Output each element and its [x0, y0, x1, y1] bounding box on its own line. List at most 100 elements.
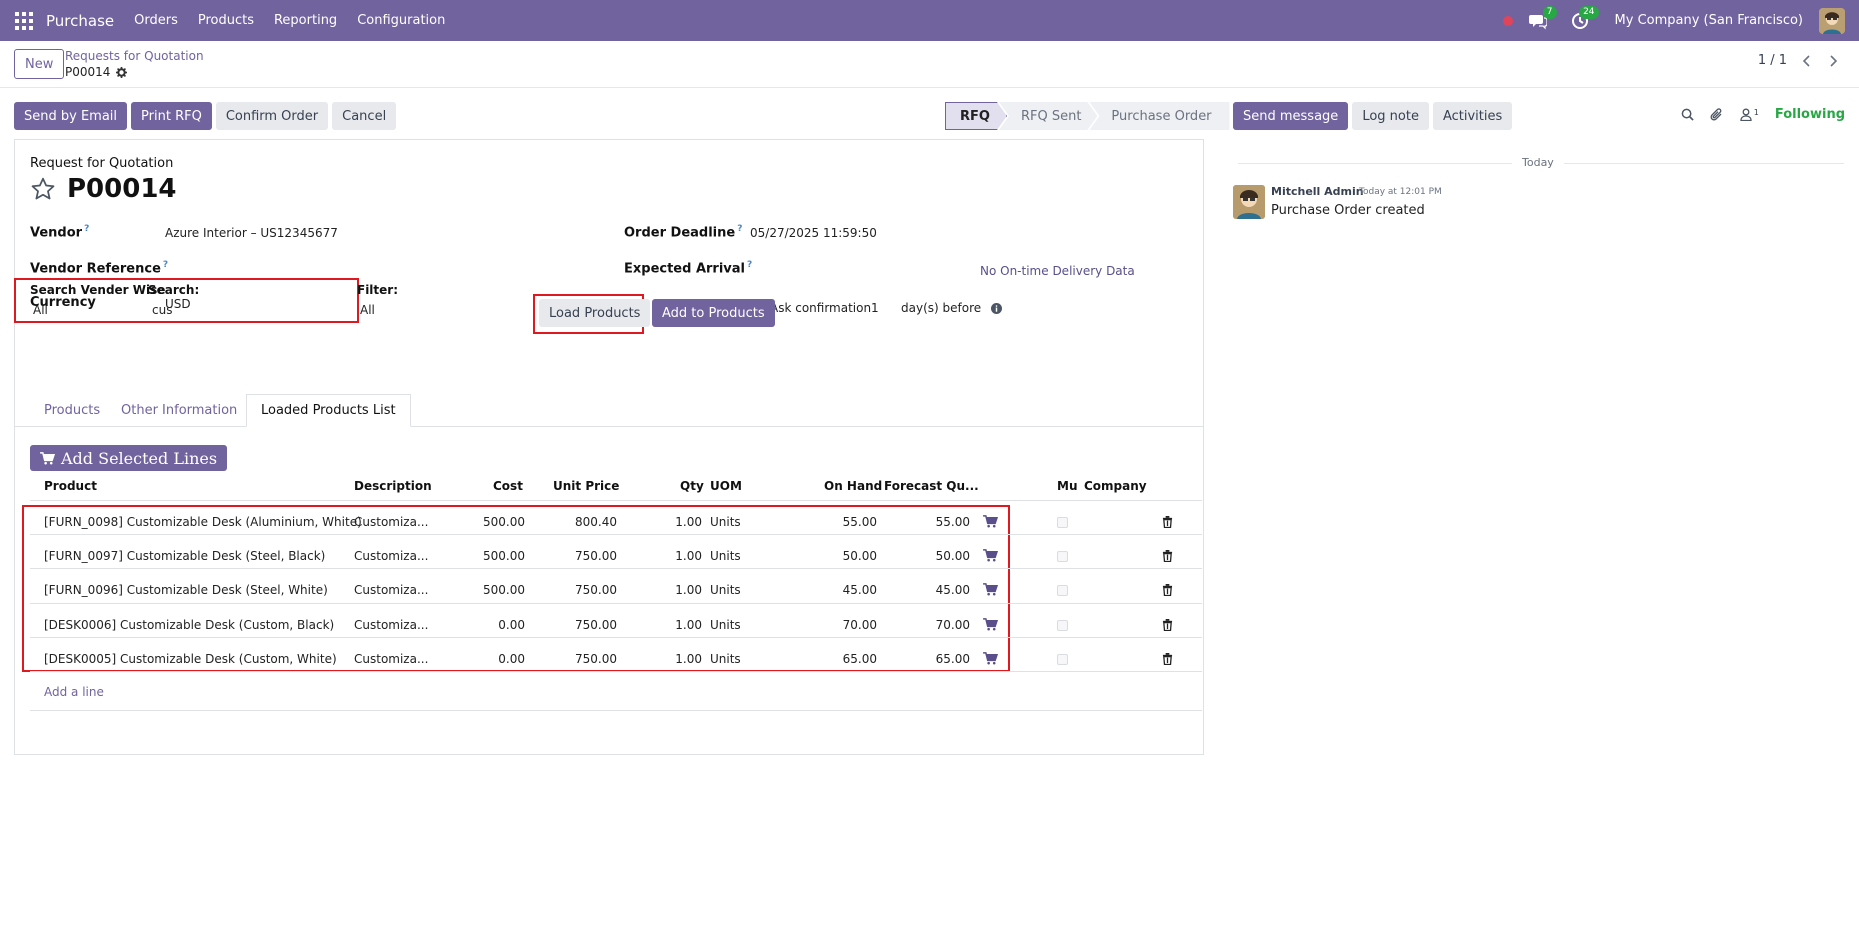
add-to-products-button[interactable]: Add to Products: [652, 299, 775, 327]
col-company[interactable]: Company: [1084, 479, 1147, 493]
col-qty[interactable]: Qty: [680, 479, 704, 493]
status-purchase-order[interactable]: Purchase Order: [1089, 102, 1230, 130]
cell-cost[interactable]: 0.00: [498, 652, 525, 666]
app-name[interactable]: Purchase: [46, 11, 115, 30]
col-forecast[interactable]: Forecast Qu...: [884, 479, 979, 493]
trash-icon[interactable]: [1162, 515, 1173, 528]
cell-product[interactable]: [DESK0005] Customizable Desk (Custom, Wh…: [44, 652, 337, 666]
log-note-button[interactable]: Log note: [1352, 102, 1429, 130]
cell-cost[interactable]: 0.00: [498, 618, 525, 632]
cell-description[interactable]: Customiza...: [354, 652, 429, 666]
cart-icon[interactable]: [983, 583, 998, 596]
send-message-button[interactable]: Send message: [1233, 102, 1349, 130]
print-rfq-button[interactable]: Print RFQ: [131, 102, 212, 130]
messages-icon[interactable]: 7: [1528, 5, 1557, 30]
cell-uom[interactable]: Units: [710, 515, 741, 529]
cell-cost[interactable]: 500.00: [483, 515, 525, 529]
cell-description[interactable]: Customiza...: [354, 618, 429, 632]
cell-uom[interactable]: Units: [710, 618, 741, 632]
col-unit-price[interactable]: Unit Price: [553, 479, 620, 493]
send-by-email-button[interactable]: Send by Email: [14, 102, 128, 130]
cell-description[interactable]: Customiza...: [354, 515, 429, 529]
cell-cost[interactable]: 500.00: [483, 549, 525, 563]
search-vendor-field[interactable]: All: [33, 303, 48, 317]
company-switcher[interactable]: My Company (San Francisco): [1614, 13, 1803, 28]
col-mu[interactable]: Mu: [1057, 479, 1078, 493]
star-icon[interactable]: [30, 176, 56, 202]
col-on-hand[interactable]: On Hand: [824, 479, 883, 493]
mu-checkbox[interactable]: [1057, 620, 1068, 631]
cell-uom[interactable]: Units: [710, 652, 741, 666]
breadcrumb-parent-link[interactable]: Requests for Quotation: [65, 49, 204, 63]
cell-unit-price[interactable]: 750.00: [575, 583, 617, 597]
currency-field[interactable]: USD: [165, 297, 191, 311]
mu-checkbox[interactable]: [1057, 585, 1068, 596]
cart-icon[interactable]: [983, 515, 998, 528]
cell-description[interactable]: Customiza...: [354, 583, 429, 597]
recording-indicator-icon[interactable]: [1502, 15, 1513, 26]
paperclip-icon[interactable]: [1710, 107, 1724, 122]
message-author[interactable]: Mitchell Admin: [1271, 185, 1364, 198]
mu-checkbox[interactable]: [1057, 551, 1068, 562]
cell-cost[interactable]: 500.00: [483, 583, 525, 597]
search-input[interactable]: cus: [152, 303, 173, 317]
new-button[interactable]: New: [14, 49, 65, 79]
col-uom[interactable]: UOM: [710, 479, 742, 493]
menu-orders[interactable]: Orders: [134, 13, 178, 28]
vendor-field[interactable]: Azure Interior – US12345677: [165, 226, 338, 240]
cell-product[interactable]: [FURN_0098] Customizable Desk (Aluminium…: [44, 515, 362, 529]
ask-days-field[interactable]: 1: [871, 301, 879, 315]
trash-icon[interactable]: [1162, 618, 1173, 631]
cell-qty[interactable]: 1.00: [675, 583, 702, 597]
menu-products[interactable]: Products: [197, 13, 254, 28]
confirm-order-button[interactable]: Confirm Order: [215, 102, 329, 130]
chevron-left-icon[interactable]: [1801, 54, 1813, 68]
on-time-delivery-link[interactable]: No On-time Delivery Data: [980, 264, 1135, 278]
cell-qty[interactable]: 1.00: [675, 652, 702, 666]
cart-icon[interactable]: [983, 549, 998, 562]
menu-configuration[interactable]: Configuration: [357, 13, 446, 28]
info-icon[interactable]: [991, 303, 1002, 314]
cell-qty[interactable]: 1.00: [675, 549, 702, 563]
trash-icon[interactable]: [1162, 549, 1173, 562]
search-icon[interactable]: [1681, 108, 1694, 121]
add-a-line-link[interactable]: Add a line: [44, 685, 104, 699]
cell-unit-price[interactable]: 800.40: [575, 515, 617, 529]
add-selected-lines-button[interactable]: Add Selected Lines: [30, 445, 228, 471]
apps-grid-icon[interactable]: [14, 11, 34, 31]
followers-button[interactable]: 1: [1740, 108, 1759, 121]
cell-uom[interactable]: Units: [710, 583, 741, 597]
activities-button[interactable]: Activities: [1432, 102, 1513, 130]
menu-reporting[interactable]: Reporting: [273, 13, 338, 28]
tab-other-information[interactable]: Other Information: [121, 403, 238, 418]
trash-icon[interactable]: [1162, 652, 1173, 665]
load-products-button[interactable]: Load Products: [539, 299, 651, 327]
order-deadline-field[interactable]: 05/27/2025 11:59:50: [750, 226, 877, 240]
col-cost[interactable]: Cost: [493, 479, 523, 493]
tab-loaded-products-list[interactable]: Loaded Products List: [246, 394, 411, 427]
status-rfq-sent[interactable]: RFQ Sent: [999, 102, 1097, 130]
tab-products[interactable]: Products: [44, 403, 101, 418]
cell-qty[interactable]: 1.00: [675, 515, 702, 529]
cancel-button[interactable]: Cancel: [332, 102, 397, 130]
cell-product[interactable]: [FURN_0096] Customizable Desk (Steel, Wh…: [44, 583, 328, 597]
cell-unit-price[interactable]: 750.00: [575, 549, 617, 563]
chevron-right-icon[interactable]: [1827, 54, 1839, 68]
status-rfq[interactable]: RFQ: [945, 102, 1007, 130]
cell-product[interactable]: [DESK0006] Customizable Desk (Custom, Bl…: [44, 618, 335, 632]
cell-product[interactable]: [FURN_0097] Customizable Desk (Steel, Bl…: [44, 549, 326, 563]
author-avatar[interactable]: [1233, 185, 1265, 219]
col-product[interactable]: Product: [44, 479, 97, 493]
mu-checkbox[interactable]: [1057, 654, 1068, 665]
following-button[interactable]: Following: [1774, 107, 1845, 122]
col-description[interactable]: Description: [354, 479, 432, 493]
pager-value[interactable]: 1 / 1: [1757, 53, 1787, 68]
cart-icon[interactable]: [983, 618, 998, 631]
cell-unit-price[interactable]: 750.00: [575, 618, 617, 632]
cart-icon[interactable]: [983, 652, 998, 665]
gear-icon[interactable]: [116, 66, 128, 78]
cell-unit-price[interactable]: 750.00: [575, 652, 617, 666]
cell-description[interactable]: Customiza...: [354, 549, 429, 563]
mu-checkbox[interactable]: [1057, 517, 1068, 528]
trash-icon[interactable]: [1162, 583, 1173, 596]
